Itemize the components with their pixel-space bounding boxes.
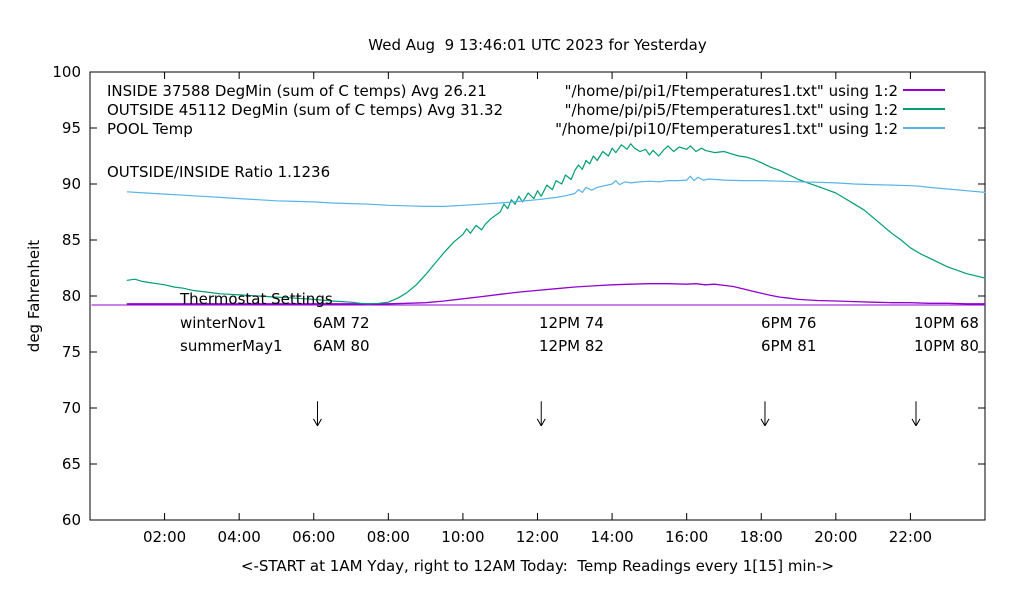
y-tick-label: 80 <box>62 287 81 305</box>
y-tick-label: 90 <box>62 175 81 193</box>
legend-label-outside: OUTSIDE 45112 DegMin (sum of C temps) Av… <box>107 101 504 119</box>
legend-label-inside: INSIDE 37588 DegMin (sum of C temps) Avg… <box>107 82 487 100</box>
thermostat-winter-name: winterNov1 <box>180 314 267 332</box>
y-tick-label: 95 <box>62 119 81 137</box>
thermostat-summer-name: summerMay1 <box>180 337 283 355</box>
thermostat-summer-10pm: 10PM 80 <box>914 337 979 355</box>
x-tick-label: 08:00 <box>367 528 410 546</box>
legend-line-sample-outside <box>903 108 945 110</box>
x-tick-label: 04:00 <box>218 528 261 546</box>
outside-inside-ratio-label: OUTSIDE/INSIDE Ratio 1.1236 <box>107 163 331 181</box>
x-tick-label: 02:00 <box>143 528 186 546</box>
thermostat-summer-6am: 6AM 80 <box>313 337 370 355</box>
arrow-head <box>760 418 766 427</box>
y-tick-label: 60 <box>62 511 81 529</box>
arrow-head <box>317 418 322 427</box>
thermostat-winter-6pm: 6PM 76 <box>761 314 817 332</box>
y-axis-label: deg Fahrenheit <box>25 239 43 353</box>
legend-line-sample-pool <box>903 127 945 129</box>
legend-line-sample-inside <box>903 89 945 91</box>
arrow-head <box>313 418 318 427</box>
legend-file-pool: "/home/pi/pi10/Ftemperatures1.txt" using… <box>555 120 898 138</box>
legend-label-pool: POOL Temp <box>107 120 193 138</box>
thermostat-summer-12pm: 12PM 82 <box>539 337 604 355</box>
arrow-head <box>540 418 546 427</box>
thermostat-winter-12pm: 12PM 74 <box>539 314 604 332</box>
arrow-head <box>536 418 542 427</box>
y-tick-label: 75 <box>62 343 81 361</box>
x-tick-label: 18:00 <box>740 528 783 546</box>
series-pool <box>126 175 986 207</box>
arrow-head <box>915 418 921 427</box>
arrow-head <box>764 418 770 427</box>
y-tick-label: 100 <box>52 63 81 81</box>
chart-title: Wed Aug 9 13:46:01 UTC 2023 for Yesterda… <box>368 36 707 54</box>
x-tick-label: 22:00 <box>889 528 932 546</box>
x-axis-label: <-START at 1AM Yday, right to 12AM Today… <box>240 557 835 575</box>
series-outside <box>126 143 986 305</box>
y-tick-label: 70 <box>62 399 81 417</box>
legend-file-inside: "/home/pi/pi1/Ftemperatures1.txt" using … <box>564 82 898 100</box>
x-tick-label: 14:00 <box>590 528 633 546</box>
x-tick-label: 06:00 <box>292 528 335 546</box>
thermostat-summer-6pm: 6PM 81 <box>761 337 817 355</box>
x-tick-label: 16:00 <box>665 528 708 546</box>
x-tick-label: 20:00 <box>814 528 857 546</box>
x-tick-label: 10:00 <box>441 528 484 546</box>
y-tick-label: 85 <box>62 231 81 249</box>
legend-file-outside: "/home/pi/pi5/Ftemperatures1.txt" using … <box>564 101 898 119</box>
y-tick-label: 65 <box>62 455 81 473</box>
thermostat-winter-6am: 6AM 72 <box>313 314 370 332</box>
series-inside <box>126 283 986 305</box>
arrow-head <box>911 418 917 427</box>
thermostat-heading: Thermostat Settings <box>180 290 333 308</box>
x-tick-label: 12:00 <box>516 528 559 546</box>
thermostat-winter-10pm: 10PM 68 <box>914 314 979 332</box>
